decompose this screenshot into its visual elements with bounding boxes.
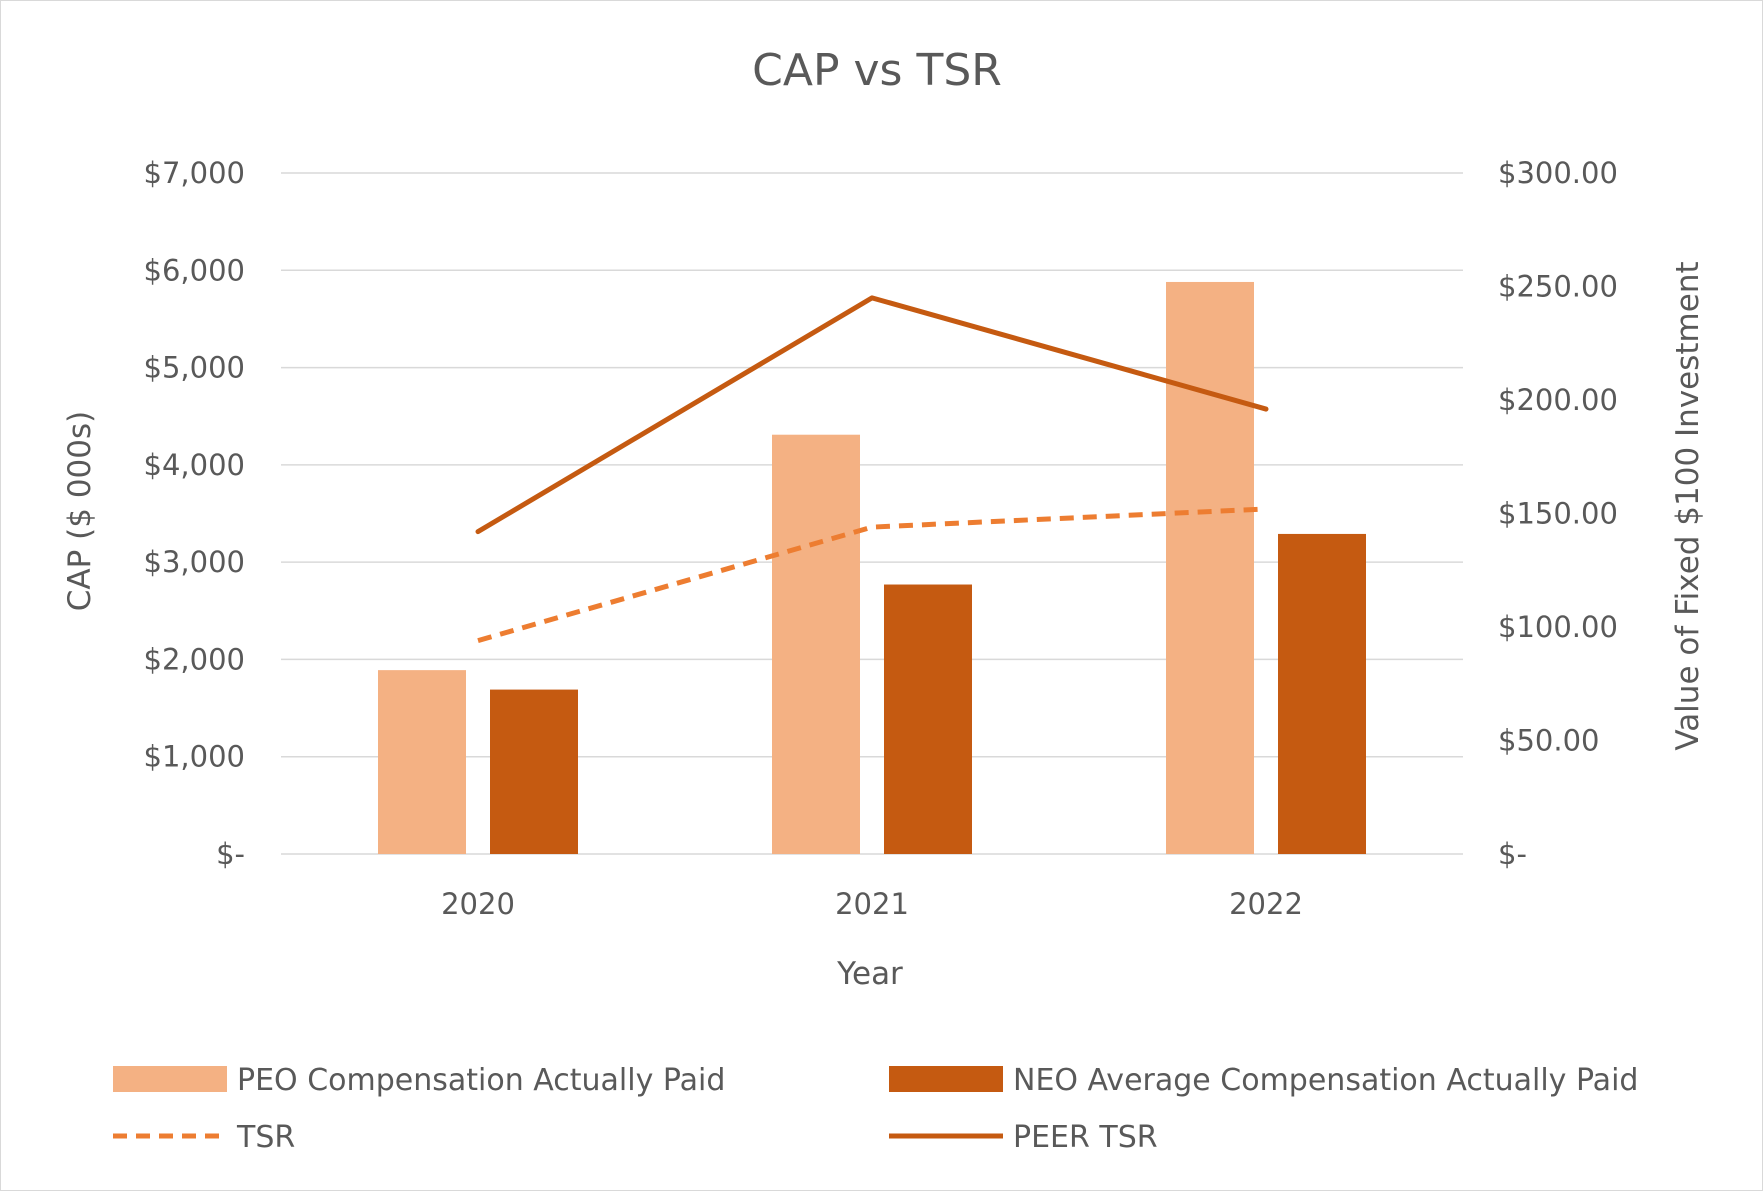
- bar: [1278, 533, 1366, 854]
- x-tick-label: 2022: [1229, 887, 1303, 921]
- y-tick-label: $4,000: [144, 448, 245, 482]
- y2-tick-label: $200.00: [1498, 383, 1618, 417]
- y-tick-label: $5,000: [144, 351, 245, 385]
- x-axis-title: Year: [836, 956, 903, 992]
- legend-label: PEER TSR: [1013, 1120, 1158, 1155]
- x-tick-label: 2020: [441, 887, 515, 921]
- y-tick-label: $7,000: [144, 156, 245, 190]
- y2-tick-label: $250.00: [1498, 270, 1618, 304]
- line-marks: [475, 295, 1269, 644]
- bar-marks: [378, 281, 1366, 855]
- y-tick-label: $6,000: [144, 253, 245, 287]
- x-axis-ticks: 2020 2021 2022: [441, 887, 1303, 921]
- chart-title: CAP vs TSR: [752, 45, 1002, 96]
- bar: [884, 584, 972, 854]
- peer-tsr-line: [475, 295, 1269, 535]
- tsr-line: [477, 506, 1267, 644]
- bar: [772, 434, 860, 854]
- legend-swatch: [889, 1066, 1003, 1092]
- legend-label: NEO Average Compensation Actually Paid: [1013, 1063, 1638, 1098]
- gridlines: [281, 172, 1463, 855]
- y2-tick-label: $300.00: [1498, 156, 1618, 190]
- y-tick-label: $1,000: [144, 740, 245, 774]
- y-tick-label: $-: [216, 837, 245, 871]
- legend: PEO Compensation Actually Paid NEO Averag…: [113, 1063, 1638, 1155]
- right-axis-ticks: $- $50.00 $100.00 $150.00 $200.00 $250.00 $300…: [1498, 156, 1618, 871]
- y2-tick-label: $50.00: [1498, 724, 1599, 758]
- legend-label: TSR: [236, 1120, 295, 1155]
- left-axis-ticks: $- $1,000 $2,000 $3,000 $4,000 $5,000 $6,000 $7…: [144, 156, 245, 871]
- bar: [1166, 281, 1254, 855]
- y2-tick-label: $150.00: [1498, 497, 1618, 531]
- y2-axis-title: Value of Fixed $100 Investment: [1670, 261, 1706, 750]
- y-axis-title: CAP ($ 000s): [62, 411, 98, 612]
- y2-tick-label: $-: [1498, 837, 1527, 871]
- bar: [490, 689, 578, 854]
- y-tick-label: $3,000: [144, 545, 245, 579]
- x-tick-label: 2021: [835, 887, 909, 921]
- bar: [378, 670, 466, 854]
- y-tick-label: $2,000: [144, 642, 245, 676]
- y2-tick-label: $100.00: [1498, 610, 1618, 644]
- legend-swatch: [113, 1066, 227, 1092]
- legend-label: PEO Compensation Actually Paid: [237, 1063, 725, 1098]
